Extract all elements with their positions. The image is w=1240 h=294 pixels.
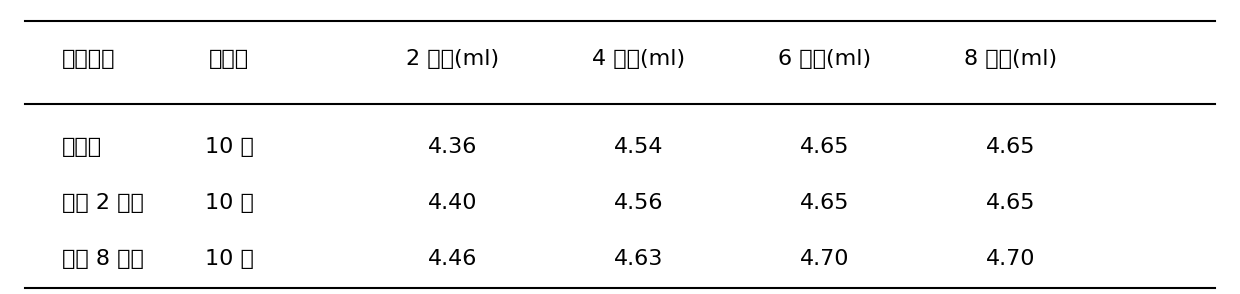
Text: 加水量: 加水量 [210,49,249,69]
Text: 不浸泡: 不浸泡 [62,137,102,157]
Text: 4.46: 4.46 [428,249,477,269]
Text: 4.54: 4.54 [614,137,663,157]
Text: 4.65: 4.65 [986,193,1035,213]
Text: 4.65: 4.65 [800,137,849,157]
Text: 10 倍: 10 倍 [205,193,254,213]
Text: 处理方法: 处理方法 [62,49,115,69]
Text: 浸泡 8 小时: 浸泡 8 小时 [62,249,144,269]
Text: 4.70: 4.70 [800,249,849,269]
Text: 浸泡 2 小时: 浸泡 2 小时 [62,193,144,213]
Text: 10 倍: 10 倍 [205,249,254,269]
Text: 6 小时(ml): 6 小时(ml) [777,49,872,69]
Text: 2 小时(ml): 2 小时(ml) [405,49,500,69]
Text: 4 小时(ml): 4 小时(ml) [591,49,686,69]
Text: 4.70: 4.70 [986,249,1035,269]
Text: 4.56: 4.56 [614,193,663,213]
Text: 4.40: 4.40 [428,193,477,213]
Text: 4.65: 4.65 [986,137,1035,157]
Text: 10 倍: 10 倍 [205,137,254,157]
Text: 4.63: 4.63 [614,249,663,269]
Text: 4.36: 4.36 [428,137,477,157]
Text: 4.65: 4.65 [800,193,849,213]
Text: 8 小时(ml): 8 小时(ml) [963,49,1058,69]
